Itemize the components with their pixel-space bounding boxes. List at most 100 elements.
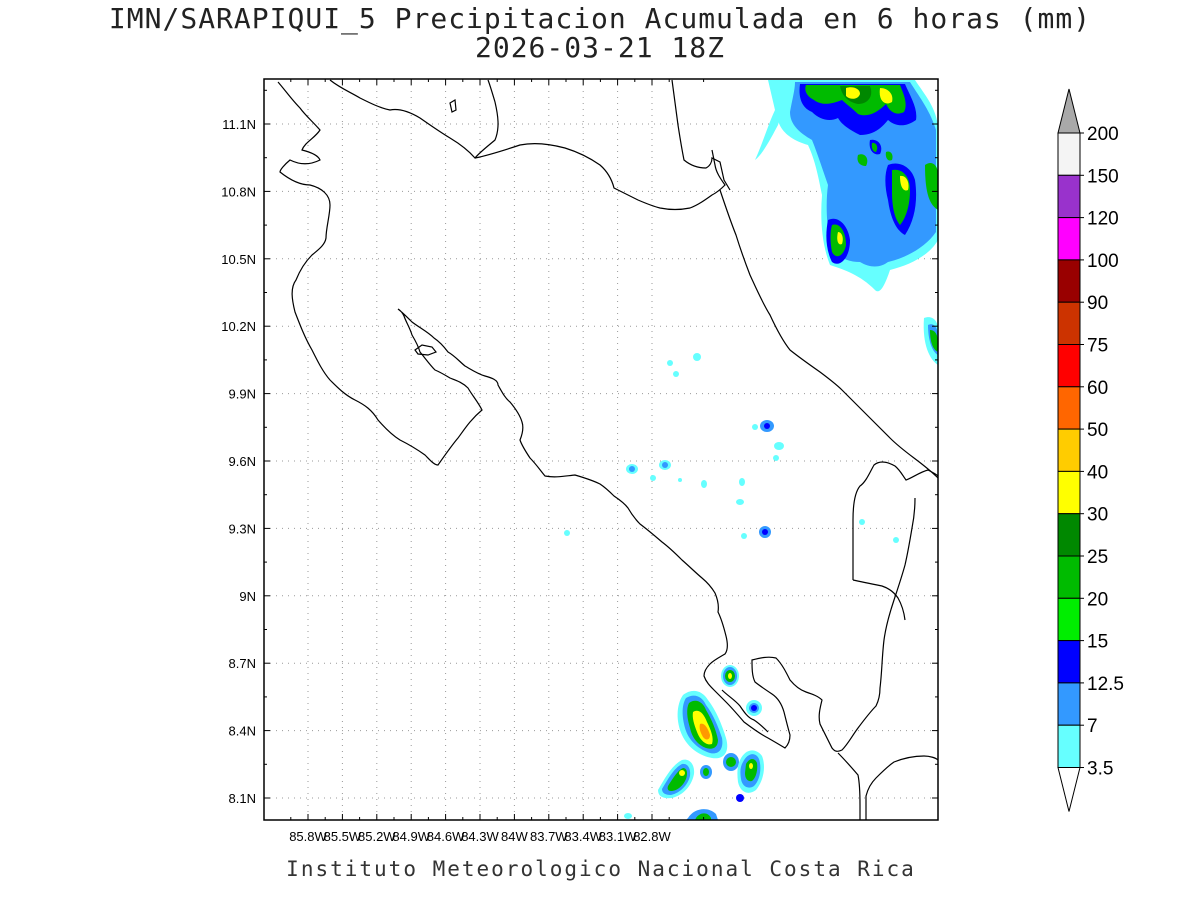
lon-tick-label: 83.7W xyxy=(530,829,568,844)
precip-area xyxy=(925,163,938,210)
colorbar-swatch xyxy=(1057,174,1081,219)
colorbar-swatch xyxy=(1057,386,1081,430)
colorbar-label: 7 xyxy=(1087,716,1098,737)
colorbar-swatch xyxy=(1057,259,1081,303)
precip-cell xyxy=(728,673,732,679)
lat-tick-label: 9.6N xyxy=(229,454,256,469)
colorbar-swatch xyxy=(1057,132,1081,176)
lat-tick-label: 8.7N xyxy=(229,656,256,671)
colorbar-label: 60 xyxy=(1087,378,1108,399)
lat-tick-label: 9.9N xyxy=(229,387,256,402)
precip-cell xyxy=(629,466,635,472)
precip-cell xyxy=(741,533,747,539)
precip-area xyxy=(885,151,893,161)
precip-cell xyxy=(859,519,865,525)
colorbar-swatch xyxy=(1057,724,1081,769)
colorbar-label: 120 xyxy=(1087,209,1119,230)
grid-lines xyxy=(264,79,938,820)
colorbar-swatch xyxy=(1057,555,1081,599)
precip-area xyxy=(699,723,710,740)
colorbar-label: 75 xyxy=(1087,336,1108,357)
precip-area xyxy=(900,175,909,191)
precip-cell xyxy=(624,813,632,819)
colorbar-label: 50 xyxy=(1087,420,1108,441)
colorbar-swatch xyxy=(1057,513,1081,557)
colorbar-swatch xyxy=(1057,640,1081,684)
colorbar-swatch xyxy=(1057,682,1081,726)
lat-tick-label: 10.5N xyxy=(221,252,256,267)
precip-area xyxy=(837,232,843,245)
lat-tick-label: 8.4N xyxy=(229,724,256,739)
precip-cell xyxy=(662,462,668,468)
precip-cell xyxy=(764,423,770,429)
precip-cell xyxy=(749,763,753,769)
colorbar-swatch xyxy=(1057,428,1081,472)
precip-cell xyxy=(650,475,656,481)
precip-cell xyxy=(667,360,673,366)
chart-title: IMN/SARAPIQUI_5 Precipitacion Acumulada … xyxy=(108,2,1092,35)
precip-cell xyxy=(762,529,768,535)
lon-tick-label: 84W xyxy=(501,829,528,844)
lon-tick-label: 85.2W xyxy=(358,829,396,844)
precip-area xyxy=(755,80,800,160)
colorbar-upper-triangle xyxy=(1057,88,1081,134)
lon-tick-label: 83.1W xyxy=(599,829,637,844)
colorbar-label: 200 xyxy=(1087,124,1119,145)
precip-area xyxy=(879,88,893,104)
precip-cell xyxy=(678,478,682,482)
lat-tick-label: 9.3N xyxy=(229,521,256,536)
colorbar-label: 20 xyxy=(1087,589,1108,610)
colorbar-lower-triangle xyxy=(1057,767,1081,812)
precip-area xyxy=(871,142,878,152)
precip-cell xyxy=(736,794,744,802)
map-frame xyxy=(263,78,939,821)
colorbar-swatch xyxy=(1057,344,1081,388)
colorbar-label: 30 xyxy=(1087,505,1108,526)
lat-tick-label: 10.2N xyxy=(221,319,256,334)
lon-tick-label: 85.8W xyxy=(289,829,327,844)
precip-cell xyxy=(564,530,570,536)
lat-tick-label: 8.1N xyxy=(229,791,256,806)
precip-area xyxy=(930,330,938,352)
precip-cell xyxy=(774,442,784,450)
lat-tick-label: 10.8N xyxy=(221,184,256,199)
precip-cell xyxy=(693,353,701,361)
lat-tick-label: 9N xyxy=(239,589,256,604)
colorbar-label: 12.5 xyxy=(1087,674,1124,695)
footer-credit: Instituto Meteorologico Nacional Costa R… xyxy=(286,857,916,881)
lat-tick-label: 11.1N xyxy=(222,117,256,132)
precip-cell xyxy=(679,770,685,776)
colorbar-swatch xyxy=(1057,301,1081,346)
precip-area xyxy=(857,154,868,166)
colorbar-label: 90 xyxy=(1087,293,1108,314)
precip-cell xyxy=(673,371,679,377)
precip-cell xyxy=(736,499,744,505)
precip-cell xyxy=(739,478,745,486)
lon-tick-label: 84.9W xyxy=(392,829,430,844)
lon-tick-label: 82.8W xyxy=(633,829,671,844)
colorbar-label: 150 xyxy=(1087,166,1119,187)
colorbar: 200 150 120 100 90 75 60 50 40 30 25 20 15 12.5 7 3.5 xyxy=(1057,88,1124,812)
coastline xyxy=(277,79,938,820)
precip-cell xyxy=(726,757,736,767)
precip-area xyxy=(695,813,711,820)
lon-tick-label: 83.4W xyxy=(564,829,602,844)
colorbar-label: 40 xyxy=(1087,462,1108,483)
precip-area xyxy=(846,87,860,99)
precip-cell xyxy=(703,768,709,776)
precip-cell xyxy=(752,424,758,430)
lon-tick-label: 84.3W xyxy=(461,829,499,844)
precip-cell xyxy=(893,537,899,543)
precip-field xyxy=(564,80,938,820)
colorbar-label: 15 xyxy=(1087,632,1108,653)
precip-cell xyxy=(773,455,779,461)
colorbar-swatch xyxy=(1057,470,1081,515)
colorbar-label: 100 xyxy=(1087,251,1119,272)
lon-tick-label: 85.5W xyxy=(324,829,362,844)
colorbar-label: 25 xyxy=(1087,547,1108,568)
chart-date: 2026-03-21 18Z xyxy=(474,31,725,64)
colorbar-label: 3.5 xyxy=(1087,759,1113,780)
colorbar-swatch xyxy=(1057,597,1081,642)
